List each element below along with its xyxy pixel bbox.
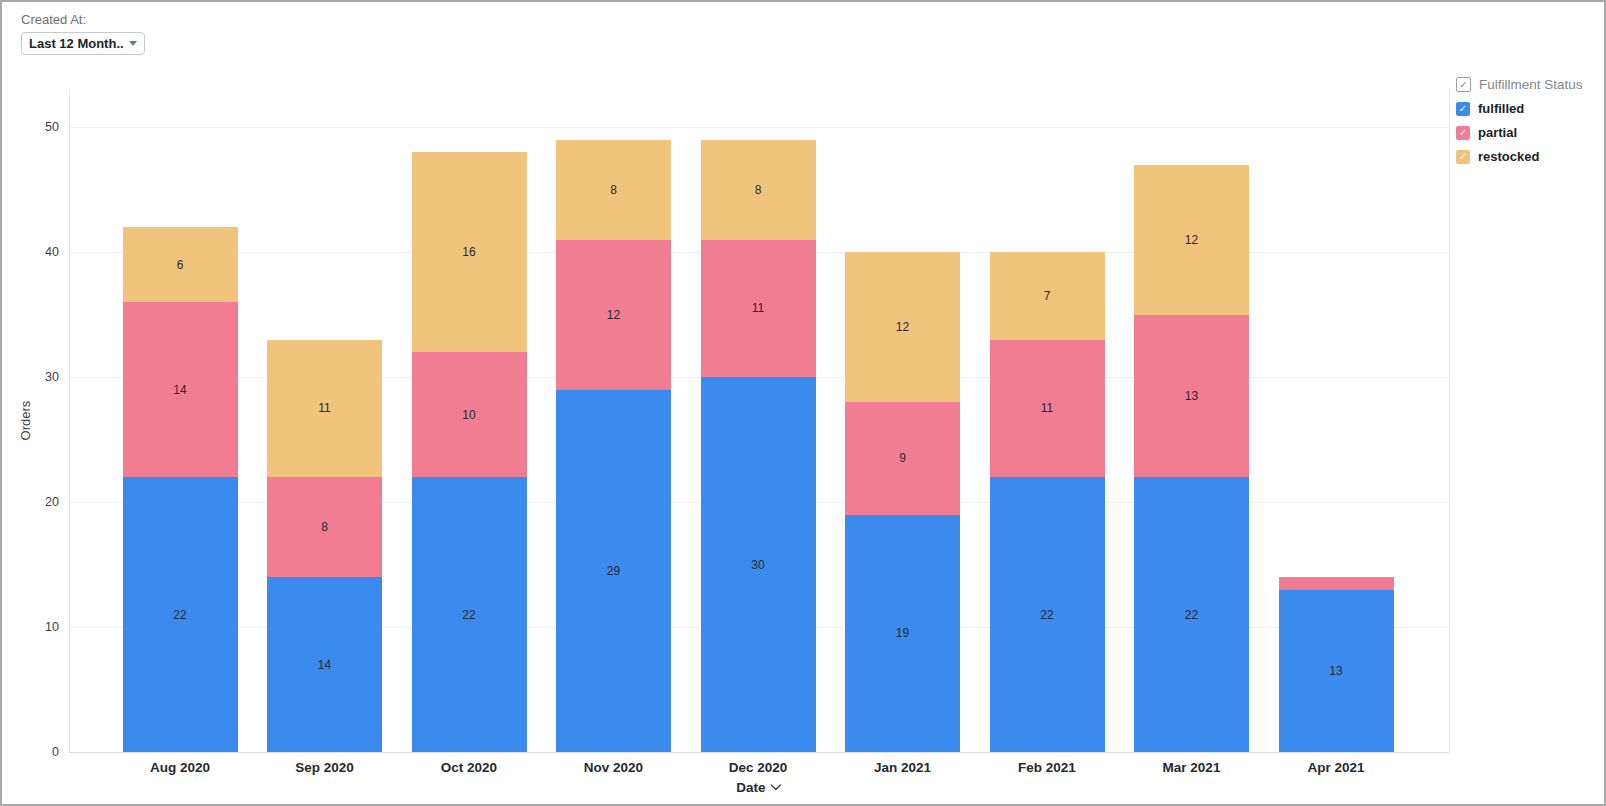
y-tick-label: 20 — [17, 495, 59, 509]
fulfilled-bar-segment[interactable]: 22 — [123, 477, 238, 752]
restocked-bar-segment[interactable]: 6 — [123, 227, 238, 302]
fulfilled-bar-segment[interactable]: 22 — [412, 477, 527, 752]
bar-value-label: 6 — [177, 258, 184, 272]
legend: ✓ Fulfillment Status ✓fulfilled✓partial✓… — [1456, 77, 1583, 173]
fulfilled-bar-segment[interactable]: 22 — [990, 477, 1105, 752]
partial-bar-segment[interactable]: 8 — [267, 477, 382, 577]
legend-checkbox-icon[interactable]: ✓ — [1456, 102, 1470, 116]
x-tick-label: Mar 2021 — [1122, 760, 1262, 775]
partial-bar-segment[interactable]: 11 — [990, 340, 1105, 478]
bar-value-label: 22 — [173, 608, 186, 622]
restocked-bar-segment[interactable]: 8 — [556, 140, 671, 240]
gridline-50 — [69, 127, 1449, 128]
bar-value-label: 22 — [1040, 608, 1053, 622]
bar-value-label: 8 — [755, 183, 762, 197]
y-tick-label: 10 — [17, 620, 59, 634]
y-axis-line — [69, 89, 70, 752]
bar-value-label: 11 — [1041, 401, 1053, 415]
x-tick-label: Aug 2020 — [110, 760, 250, 775]
bar-value-label: 19 — [896, 626, 909, 640]
y-tick-label: 30 — [17, 370, 59, 384]
legend-item-restocked[interactable]: ✓ restocked — [1456, 149, 1583, 164]
legend-title-checkbox-icon[interactable]: ✓ — [1456, 77, 1471, 92]
gridline-0 — [69, 752, 1449, 753]
bar-value-label: 13 — [1329, 664, 1342, 678]
partial-bar-segment[interactable]: 14 — [123, 302, 238, 477]
partial-bar-segment[interactable]: 10 — [412, 352, 527, 477]
y-tick-label: 50 — [17, 120, 59, 134]
x-tick-label: Sep 2020 — [255, 760, 395, 775]
bar-value-label: 11 — [318, 401, 330, 415]
legend-checkbox-icon[interactable]: ✓ — [1456, 126, 1470, 140]
legend-item-label: partial — [1478, 125, 1517, 140]
bar-value-label: 22 — [1185, 608, 1198, 622]
bar-value-label: 16 — [462, 245, 475, 259]
restocked-bar-segment[interactable]: 8 — [701, 140, 816, 240]
bar-value-label: 29 — [607, 564, 620, 578]
legend-title: Fulfillment Status — [1479, 77, 1583, 92]
partial-bar-segment[interactable]: 12 — [556, 240, 671, 390]
bar-value-label: 14 — [173, 383, 186, 397]
partial-bar-segment[interactable] — [1279, 577, 1394, 590]
bar-value-label: 12 — [1185, 233, 1198, 247]
x-tick-label: Dec 2020 — [688, 760, 828, 775]
x-tick-label: Oct 2020 — [399, 760, 539, 775]
bar-value-label: 14 — [318, 658, 331, 672]
dashboard-page: Created At: Last 12 Month... Orders Date… — [0, 0, 1606, 806]
legend-checkbox-icon[interactable]: ✓ — [1456, 150, 1470, 164]
x-tick-label: Feb 2021 — [977, 760, 1117, 775]
restocked-bar-segment[interactable]: 12 — [1134, 165, 1249, 315]
legend-item-fulfilled[interactable]: ✓ fulfilled — [1456, 101, 1583, 116]
bar-value-label: 9 — [899, 451, 906, 465]
bar-value-label: 22 — [462, 608, 475, 622]
x-tick-label: Jan 2021 — [833, 760, 973, 775]
bar-value-label: 7 — [1044, 289, 1051, 303]
orders-stacked-bar-chart: Orders Date 0 10 20 30 40 50 22 14 6 Aug 2020 14 8 1… — [2, 2, 1606, 806]
partial-bar-segment[interactable]: 9 — [845, 402, 960, 515]
restocked-bar-segment[interactable]: 16 — [412, 152, 527, 352]
x-axis-title[interactable]: Date — [736, 780, 781, 795]
bar-value-label: 11 — [752, 301, 764, 315]
legend-item-label: fulfilled — [1478, 101, 1524, 116]
bar-value-label: 8 — [321, 520, 328, 534]
bar-value-label: 12 — [896, 320, 909, 334]
fulfilled-bar-segment[interactable]: 22 — [1134, 477, 1249, 752]
restocked-bar-segment[interactable]: 11 — [267, 340, 382, 478]
legend-item-partial[interactable]: ✓ partial — [1456, 125, 1583, 140]
restocked-bar-segment[interactable]: 12 — [845, 252, 960, 402]
y-tick-label: 0 — [17, 745, 59, 759]
fulfilled-bar-segment[interactable]: 29 — [556, 390, 671, 753]
y-tick-label: 40 — [17, 245, 59, 259]
fulfilled-bar-segment[interactable]: 13 — [1279, 590, 1394, 753]
bar-value-label: 30 — [751, 558, 764, 572]
x-axis-title-label: Date — [736, 780, 765, 795]
chevron-down-icon — [771, 784, 782, 791]
fulfilled-bar-segment[interactable]: 14 — [267, 577, 382, 752]
plot-right-border — [1449, 89, 1450, 752]
legend-title-row[interactable]: ✓ Fulfillment Status — [1456, 77, 1583, 92]
y-axis-title: Orders — [18, 395, 33, 445]
bar-value-label: 12 — [607, 308, 620, 322]
bar-value-label: 8 — [610, 183, 617, 197]
partial-bar-segment[interactable]: 13 — [1134, 315, 1249, 478]
restocked-bar-segment[interactable]: 7 — [990, 252, 1105, 340]
x-tick-label: Apr 2021 — [1266, 760, 1406, 775]
x-tick-label: Nov 2020 — [544, 760, 684, 775]
bar-value-label: 13 — [1185, 389, 1198, 403]
fulfilled-bar-segment[interactable]: 30 — [701, 377, 816, 752]
partial-bar-segment[interactable]: 11 — [701, 240, 816, 378]
legend-item-label: restocked — [1478, 149, 1539, 164]
fulfilled-bar-segment[interactable]: 19 — [845, 515, 960, 753]
bar-value-label: 10 — [462, 408, 475, 422]
